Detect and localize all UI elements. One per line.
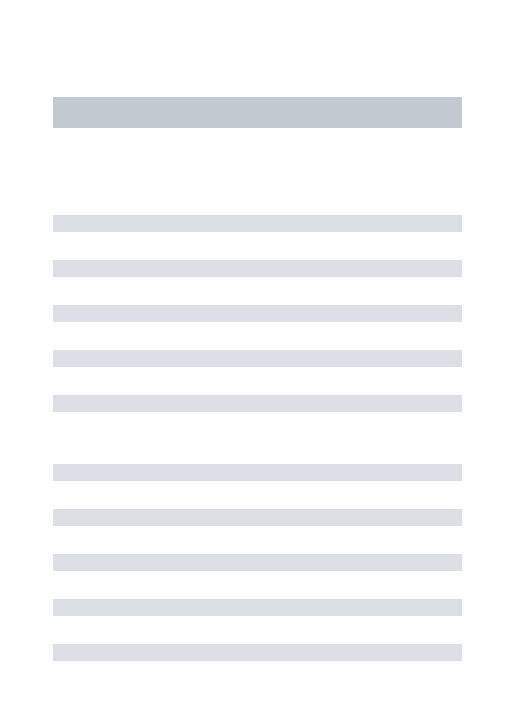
header-placeholder xyxy=(53,97,462,128)
content-line xyxy=(53,599,462,616)
content-line xyxy=(53,644,462,661)
content-line xyxy=(53,395,462,412)
content-line xyxy=(53,215,462,232)
content-line xyxy=(53,509,462,526)
content-line xyxy=(53,554,462,571)
content-line xyxy=(53,305,462,322)
content-line xyxy=(53,260,462,277)
content-line xyxy=(53,464,462,481)
content-line xyxy=(53,350,462,367)
